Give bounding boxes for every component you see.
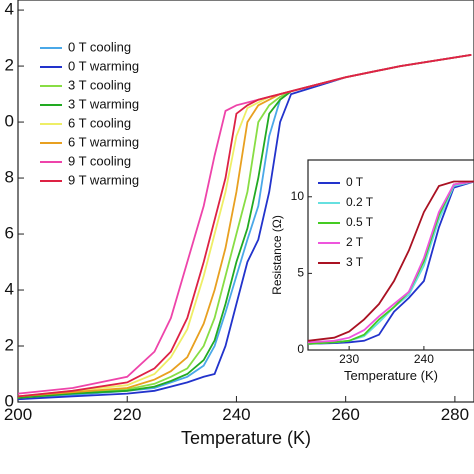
legend-label: 0.2 T [346,195,374,209]
data-line [17,54,472,398]
legend-label: 0 T [346,175,364,189]
y-tick-label: 6 [5,224,14,243]
legend-label: 6 T cooling [68,115,131,130]
x-tick-label: 260 [331,405,359,424]
data-line [307,180,474,345]
data-line [17,54,472,401]
legend-label: 3 T [346,255,364,269]
y-tick-label: 0 [297,342,304,356]
legend-label: 0 T cooling [68,39,131,54]
x-tick-label: 200 [4,405,32,424]
y-tick-label: 4 [5,0,14,19]
legend-label: 9 T cooling [68,153,131,168]
y-tick-label: 0 [5,391,14,410]
y-tick-label: 2 [5,335,14,354]
x-tick-label: 240 [222,405,250,424]
legend-label: 3 T warming [68,96,139,111]
y-tick-label: 10 [291,189,305,203]
legend-label: 9 T warming [68,172,139,187]
x-axis-label: Temperature (K) [181,428,311,448]
y-tick-label: 5 [297,266,304,280]
x-tick-label: 240 [414,352,434,366]
y-tick-label: 4 [5,280,14,299]
x-tick-label: 220 [113,405,141,424]
x-axis-label: Temperature (K) [344,368,438,383]
legend-label: 3 T cooling [68,77,131,92]
legend-label: 0 T warming [68,58,139,73]
data-line [307,180,474,344]
legend-label: 2 T [346,235,364,249]
data-line [307,180,474,342]
x-tick-label: 280 [441,405,469,424]
y-tick-label: 8 [5,168,14,187]
legend-label: 0.5 T [346,215,374,229]
x-tick-label: 230 [339,352,359,366]
y-tick-label: 0 [5,112,14,131]
y-tick-label: 2 [5,56,14,75]
legend-label: 6 T warming [68,134,139,149]
data-line [307,180,474,345]
y-axis-label: Resistance (Ω) [270,215,284,295]
plot-frame [307,159,474,351]
